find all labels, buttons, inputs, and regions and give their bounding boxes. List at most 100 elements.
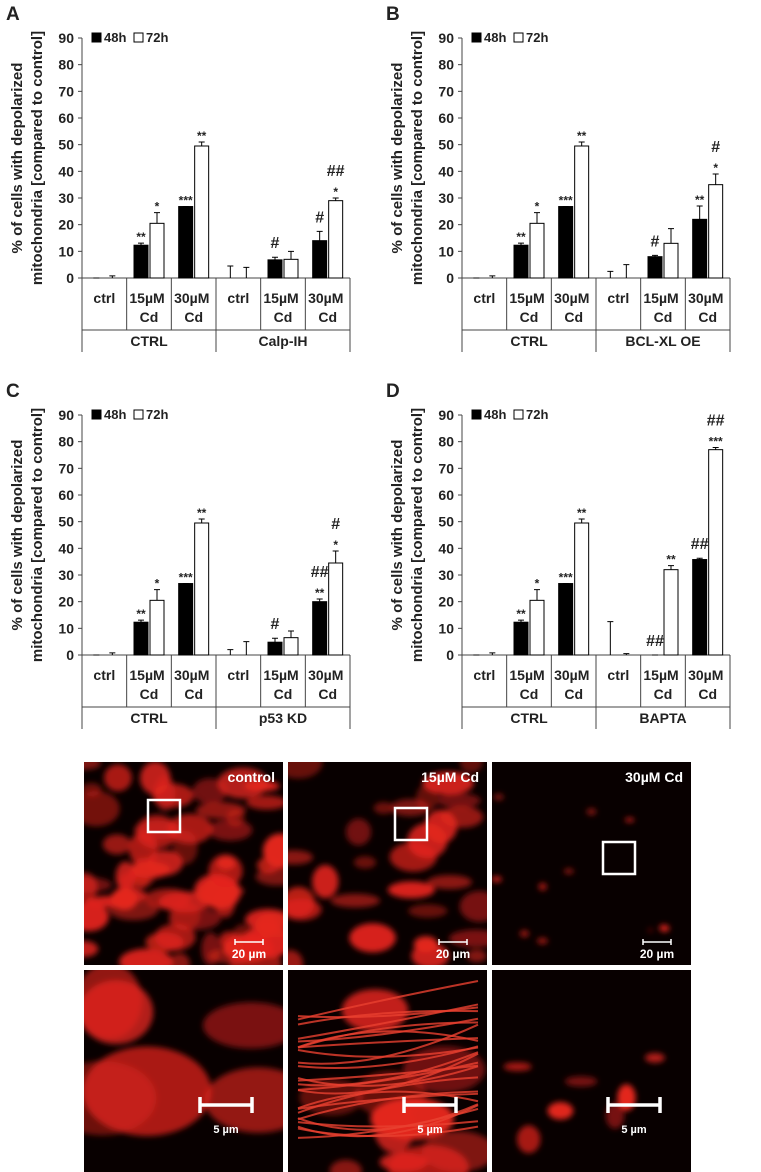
y-tick-label: 60 xyxy=(438,487,454,503)
y-axis-label: % of cells with depolarized xyxy=(9,63,26,254)
x-tick-label: 15µM Cd xyxy=(263,667,302,702)
filament xyxy=(297,1052,479,1095)
zoom-box xyxy=(146,798,182,834)
bar xyxy=(194,145,210,279)
y-tick-label: 40 xyxy=(58,163,74,179)
signal xyxy=(644,1052,665,1063)
significance-star: ** xyxy=(197,129,207,143)
bar xyxy=(328,200,344,279)
signal xyxy=(312,864,339,899)
legend-swatch xyxy=(91,32,102,43)
bar xyxy=(663,569,679,656)
bar xyxy=(328,562,344,656)
x-tick-label: 30µM Cd xyxy=(308,667,347,702)
significance-star: * xyxy=(155,577,160,591)
error-bar xyxy=(316,598,323,602)
group-label: CTRL xyxy=(130,710,168,726)
signal xyxy=(586,808,597,816)
error-bar xyxy=(668,228,674,244)
legend-swatch xyxy=(471,409,482,420)
x-tick-label: 30µM Cd xyxy=(688,667,727,702)
bar xyxy=(692,559,708,656)
bar xyxy=(708,184,724,279)
error-bar xyxy=(227,649,234,655)
signal xyxy=(203,1002,283,1049)
scale-bar xyxy=(606,1097,662,1113)
significance-star: * xyxy=(713,161,718,175)
error-bar xyxy=(578,141,585,146)
significance-star: ** xyxy=(136,230,146,244)
x-tick-label: 30µM Cd xyxy=(688,290,727,325)
signal xyxy=(547,1102,574,1120)
bar xyxy=(574,145,590,279)
y-axis-label: mitochondria [compared to control] xyxy=(29,31,46,285)
x-tick-label: 15µM Cd xyxy=(643,667,682,702)
x-tick-label: ctrl xyxy=(473,667,495,683)
y-tick-label: 20 xyxy=(58,217,74,233)
y-tick-label: 30 xyxy=(438,567,454,583)
signal xyxy=(503,1062,532,1071)
legend-label: 48h xyxy=(484,30,506,45)
scale-label: 20 µm xyxy=(436,947,470,961)
signal xyxy=(145,932,184,952)
signal xyxy=(436,793,481,808)
signal xyxy=(427,875,473,890)
error-bar xyxy=(696,205,703,220)
significance-star: ** xyxy=(516,607,526,621)
error-bar xyxy=(138,619,144,623)
signal xyxy=(538,882,547,891)
legend-label: 72h xyxy=(526,407,548,422)
significance-hash: ## xyxy=(691,536,709,553)
error-bar xyxy=(198,141,205,146)
significance-star: * xyxy=(333,185,338,199)
filament xyxy=(297,1045,479,1069)
error-bar xyxy=(668,565,674,570)
signal xyxy=(145,888,192,910)
bar xyxy=(529,599,545,656)
error-bar xyxy=(154,212,160,224)
bar xyxy=(647,256,663,279)
error-bar xyxy=(109,275,116,278)
y-tick-label: 80 xyxy=(438,57,454,73)
signal xyxy=(84,940,99,957)
legend-label: 72h xyxy=(526,30,548,45)
error-bar xyxy=(623,653,630,655)
signal-blur xyxy=(492,793,670,945)
error-bar xyxy=(534,589,540,601)
y-axis-label: mitochondria [compared to control] xyxy=(409,408,426,662)
error-bar xyxy=(316,230,323,241)
signal xyxy=(459,890,487,922)
y-tick-label: 10 xyxy=(58,620,74,636)
y-tick-label: 40 xyxy=(58,540,74,556)
scale-bar xyxy=(402,1097,458,1113)
significance-hash: # xyxy=(271,235,280,252)
bar xyxy=(513,621,529,656)
signal xyxy=(208,854,243,888)
bar xyxy=(312,601,328,656)
scale-label: 5 µm xyxy=(417,1124,443,1136)
signal xyxy=(424,809,458,844)
x-tick-label: 15µM Cd xyxy=(509,290,548,325)
signal xyxy=(288,762,323,779)
x-tick-label: 30µM Cd xyxy=(554,290,593,325)
signal xyxy=(169,953,190,965)
x-tick-label: ctrl xyxy=(607,667,629,683)
chart-panel: C % of cells with depolarized mitochondria… xyxy=(6,381,351,729)
scale-label: 5 µm xyxy=(621,1124,647,1136)
significance-star: * xyxy=(535,200,540,214)
y-tick-label: 90 xyxy=(438,30,454,46)
bar xyxy=(283,637,299,656)
error-bar xyxy=(198,518,205,523)
x-tick-label: 30µM Cd xyxy=(308,290,347,325)
error-bar xyxy=(227,265,234,278)
bar xyxy=(178,583,194,656)
signal xyxy=(207,947,255,964)
error-bar xyxy=(109,652,116,655)
y-tick-label: 0 xyxy=(66,270,74,286)
y-tick-label: 30 xyxy=(58,567,74,583)
legend-swatch xyxy=(91,409,102,420)
signal xyxy=(84,762,102,770)
bar xyxy=(149,222,165,279)
error-bar xyxy=(243,641,250,655)
x-tick-label: ctrl xyxy=(93,290,115,306)
